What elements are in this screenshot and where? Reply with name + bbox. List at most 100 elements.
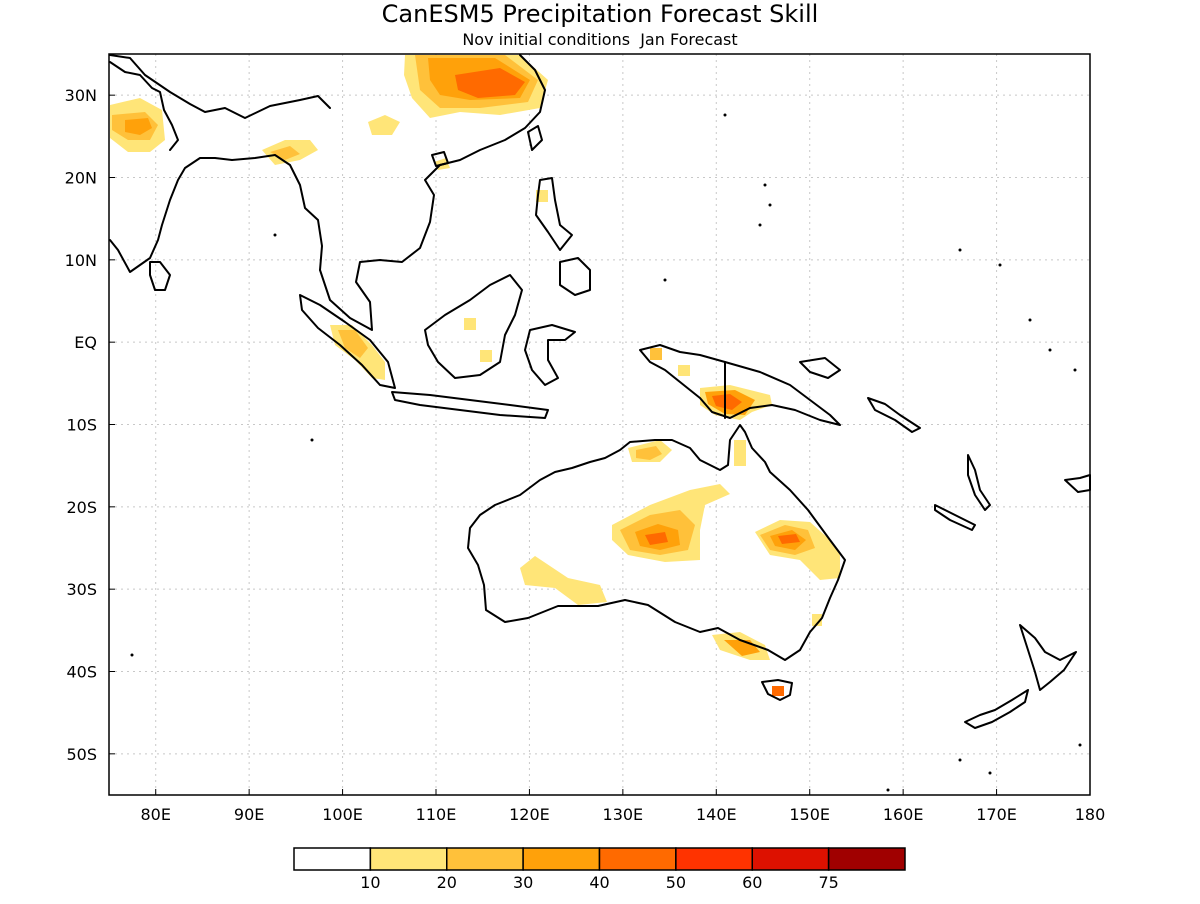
skill-patch-tibet — [368, 115, 400, 135]
island — [958, 248, 962, 252]
island — [310, 438, 314, 442]
skill-patch-south-china-peak — [455, 68, 525, 98]
skill-patch-nsw — [812, 614, 822, 626]
island — [958, 758, 962, 762]
colorbar-swatch — [675, 847, 753, 871]
coast-asia-north — [109, 54, 331, 119]
colorbar-swatch — [293, 847, 372, 871]
lat-tick-label: 20S — [66, 498, 97, 517]
colorbar-label: 50 — [666, 873, 686, 892]
skill-patch-sumatra-core — [338, 330, 368, 358]
graticule — [109, 54, 1090, 795]
skill-patch-borneo-n — [464, 318, 476, 330]
island — [723, 113, 727, 117]
coast-luzon — [535, 177, 573, 251]
skill-patch-maluku — [650, 348, 662, 360]
coast-arabia — [109, 61, 179, 151]
island — [758, 223, 762, 227]
coast-sri-lanka — [149, 261, 171, 291]
island — [1073, 368, 1077, 372]
skill-patch-himalaya-core — [270, 146, 300, 160]
skill-patch-birds-head — [678, 365, 690, 376]
colorbar-label: 60 — [742, 873, 762, 892]
skill-patch-central-australia-peak — [645, 532, 668, 545]
lon-tick-label: 140E — [696, 805, 737, 824]
coast-sumatra — [299, 294, 396, 389]
island — [130, 653, 134, 657]
skill-patch-tasmania — [772, 686, 784, 696]
lon-tick-label: 150E — [789, 805, 830, 824]
island — [1048, 348, 1052, 352]
colorbar-label: 40 — [589, 873, 609, 892]
coast-new-britain — [799, 357, 841, 379]
coast-new-guinea — [639, 344, 841, 426]
island — [273, 233, 277, 237]
coast-java — [391, 391, 549, 419]
coast-fiji — [1064, 474, 1091, 493]
coast-borneo — [424, 274, 523, 379]
coast-mindanao — [559, 257, 591, 296]
coast-indochina — [319, 54, 546, 331]
lon-tick-label: 170E — [976, 805, 1017, 824]
lat-tick-label: 30S — [66, 580, 97, 599]
lat-tick-label: EQ — [74, 333, 97, 352]
lon-tick-label: 110E — [416, 805, 457, 824]
island — [763, 183, 767, 187]
colorbar-swatch — [751, 847, 830, 871]
island — [998, 263, 1002, 267]
skill-patch-borneo-s — [480, 350, 492, 362]
coast-australia — [467, 424, 846, 661]
colorbar-swatch — [827, 847, 906, 871]
coast-sulawesi — [524, 324, 576, 386]
island — [1078, 743, 1082, 747]
colorbar-label: 20 — [437, 873, 457, 892]
coast-new-caledonia — [934, 504, 976, 531]
colorbar-swatch — [598, 847, 677, 871]
island — [988, 771, 992, 775]
coast-india — [109, 157, 233, 273]
lat-tick-label: 40S — [66, 663, 97, 682]
lat-tick-label: 30N — [65, 86, 97, 105]
lon-tick-label: 100E — [322, 805, 363, 824]
coast-bay-of-bengal-east — [231, 154, 323, 271]
colorbar-label: 75 — [818, 873, 838, 892]
map-subtitle: Nov initial conditions Jan Forecast — [462, 30, 737, 49]
map-title: CanESM5 Precipitation Forecast Skill — [382, 0, 819, 28]
longitude-axis: 80E 90E 100E 110E 120E 130E 140E 150E 160E 170E 18… — [140, 789, 1105, 824]
island — [663, 278, 667, 282]
lon-tick-label: 120E — [509, 805, 550, 824]
skill-patch-carpentaria-core — [636, 446, 662, 460]
colorbar-label: 30 — [513, 873, 533, 892]
skill-patch-queensland-peak — [778, 534, 800, 544]
coast-tasmania — [761, 679, 793, 701]
lon-tick-label: 160E — [883, 805, 924, 824]
small-islands — [130, 113, 1082, 792]
island — [768, 203, 772, 207]
coast-nz-south — [964, 689, 1029, 729]
skill-patch-cape-york — [734, 440, 746, 466]
skill-patch-new-guinea-core — [712, 394, 742, 410]
plot-frame — [108, 53, 1091, 796]
coast-vanuatu — [967, 454, 991, 511]
coast-hainan — [431, 151, 449, 167]
colorbar-swatch — [369, 847, 448, 871]
colorbar: 10 20 30 40 50 60 75 — [293, 847, 906, 892]
colorbar-swatch — [522, 847, 601, 871]
lon-tick-label: 130E — [603, 805, 644, 824]
coastlines — [109, 54, 1091, 729]
island — [886, 788, 890, 792]
lon-tick-label: 80E — [140, 805, 170, 824]
skill-patch-arabia-center — [125, 118, 152, 135]
island — [1028, 318, 1032, 322]
lat-tick-label: 20N — [65, 169, 97, 188]
colorbar-swatch — [446, 847, 524, 871]
lon-tick-label: 90E — [234, 805, 264, 824]
lat-tick-label: 10N — [65, 251, 97, 270]
skill-patch-sw-australia — [520, 556, 607, 605]
coast-taiwan — [527, 125, 543, 151]
lon-tick-label: 180 — [1075, 805, 1106, 824]
latitude-axis: 30N 20N 10N EQ 10S 20S 30S 40S 50S — [65, 86, 115, 764]
lat-tick-label: 10S — [66, 416, 97, 435]
coast-solomons — [867, 397, 921, 433]
